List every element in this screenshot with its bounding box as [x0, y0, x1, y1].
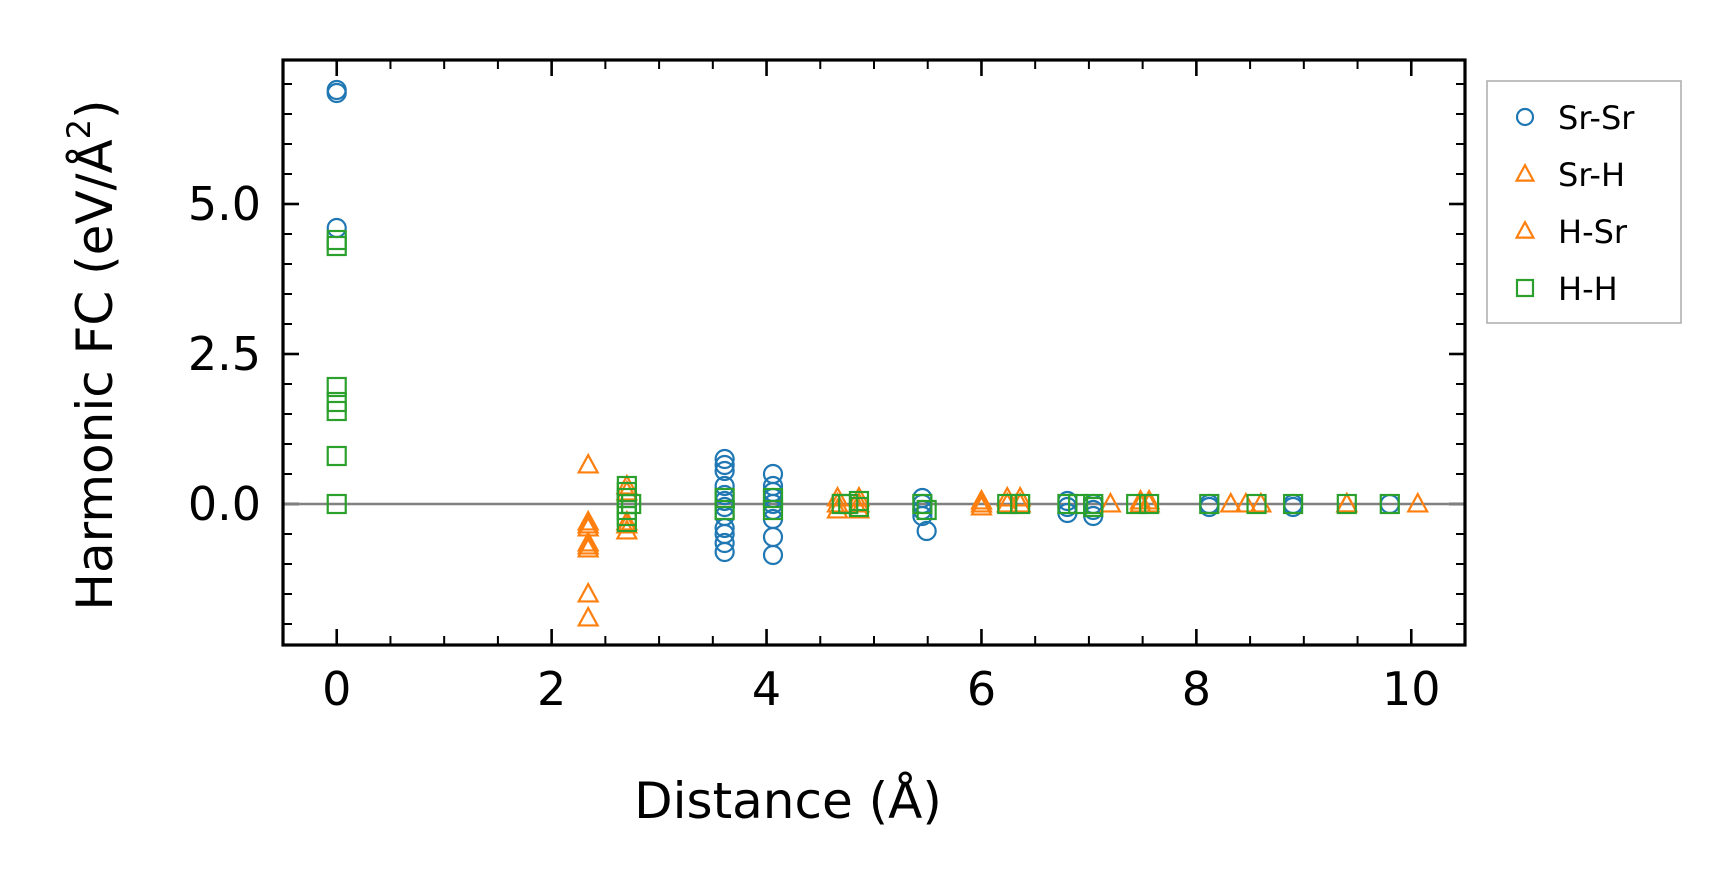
data-point: [838, 493, 859, 515]
data-point: [1234, 491, 1258, 513]
data-point: [1138, 493, 1160, 515]
legend-label: Sr-H: [1558, 156, 1625, 194]
data-point: [1057, 493, 1078, 515]
data-point: [1379, 493, 1400, 515]
data-point: [762, 499, 784, 521]
data-point: [576, 533, 600, 555]
data-point: [326, 82, 347, 104]
data-point: [916, 499, 937, 521]
legend: Sr-Sr Sr-H H-Sr H-H: [1486, 80, 1682, 324]
data-point: [714, 448, 735, 470]
x-tick-label: 2: [537, 662, 566, 716]
tick-labels: 0 2 4 6 8 10 0.0 2.5 5.0: [188, 177, 1441, 716]
legend-marker: [1515, 278, 1535, 298]
axis-ticks: [282, 60, 1466, 645]
data-point: [714, 475, 735, 497]
data-point: [826, 491, 849, 513]
data-point: [762, 487, 784, 509]
y-tick-label: 2.5: [188, 327, 261, 381]
data-point: [576, 509, 600, 531]
data-point: [1246, 493, 1267, 515]
y-axis-label-main: Harmonic FC (eV/Å: [66, 139, 124, 610]
data-point: [714, 487, 735, 509]
legend-label: H-H: [1558, 270, 1618, 308]
data-point: [1099, 491, 1122, 513]
data-point: [615, 479, 639, 501]
data-point: [714, 541, 735, 563]
data-point: [621, 493, 642, 515]
data-point: [576, 536, 600, 558]
data-point: [1335, 491, 1359, 513]
data-point: [714, 532, 735, 554]
data-point: [326, 400, 347, 422]
data-point: [970, 494, 993, 516]
series-sr-h: [576, 452, 1430, 627]
data-point: [826, 497, 849, 519]
x-tick-label: 8: [1182, 662, 1211, 716]
y-axis-label-superscript: 2: [60, 119, 98, 139]
data-point: [326, 445, 347, 467]
data-point: [916, 520, 937, 542]
data-point: [1068, 493, 1089, 515]
series-h-sr: [576, 479, 1359, 552]
data-point: [615, 512, 639, 534]
data-points: [326, 79, 1430, 627]
data-point: [326, 217, 347, 239]
data-point: [762, 544, 784, 566]
data-point: [912, 493, 933, 515]
legend-marker: [1515, 107, 1535, 127]
data-point: [615, 473, 639, 495]
data-point: [1406, 491, 1430, 513]
x-tick-label: 4: [752, 662, 781, 716]
series-h-h: [326, 229, 1400, 533]
data-point: [326, 376, 347, 398]
data-point: [912, 505, 933, 527]
data-point: [995, 491, 1019, 513]
x-tick-label: 6: [967, 662, 996, 716]
data-point: [848, 496, 870, 518]
legend-label: Sr-Sr: [1558, 99, 1635, 137]
legend-label: H-Sr: [1558, 213, 1628, 251]
data-point: [576, 530, 600, 552]
x-tick-label: 10: [1382, 662, 1441, 716]
data-point: [1126, 493, 1147, 515]
data-point: [1083, 496, 1104, 518]
y-tick-label: 0.0: [188, 477, 261, 531]
data-point: [615, 518, 639, 540]
data-point: [326, 235, 347, 257]
data-point: [576, 452, 600, 474]
data-point: [847, 491, 871, 513]
data-point: [997, 493, 1018, 515]
data-point: [847, 485, 871, 507]
data-point: [847, 497, 871, 519]
legend-marker: [1514, 162, 1536, 182]
data-point: [1199, 493, 1220, 515]
y-tick-label: 5.0: [188, 177, 261, 231]
data-point: [1008, 491, 1032, 513]
y-axis-label: Harmonic FC (eV/Å2): [60, 99, 124, 610]
legend-marker: [1514, 219, 1536, 239]
data-point: [326, 493, 347, 515]
data-point: [714, 499, 735, 521]
data-point: [1282, 493, 1304, 515]
data-point: [576, 605, 600, 627]
data-point: [970, 491, 993, 513]
data-point: [714, 460, 735, 482]
data-point: [714, 454, 735, 476]
data-point: [970, 488, 993, 510]
data-point: [1336, 493, 1357, 515]
data-point: [1010, 493, 1031, 515]
plot-frame: [281, 58, 1467, 647]
x-axis-label: Distance (Å): [634, 772, 942, 830]
data-point: [762, 526, 784, 548]
y-axis-label-close: ): [66, 99, 124, 119]
data-point: [1335, 491, 1359, 513]
data-point: [1219, 491, 1243, 513]
data-point: [576, 581, 600, 603]
data-point: [615, 509, 639, 531]
x-tick-label: 0: [322, 662, 351, 716]
